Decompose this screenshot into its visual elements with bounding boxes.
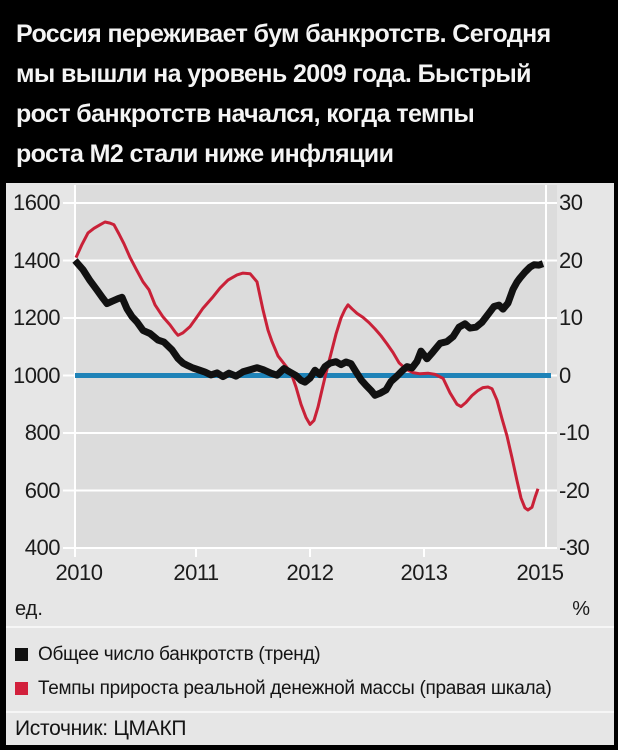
y-right-tick-label: 20 [559,247,583,273]
y-right-tick-label: 10 [559,305,583,330]
y-left-tick-label: 1200 [13,305,60,330]
bankruptcies-trend-line [72,258,545,399]
plot-area [75,185,557,548]
x-tick-label: 2010 [55,560,103,585]
y-left-tick-label: 800 [24,420,61,445]
legend-top-divider [6,626,614,628]
y-left-tick-label: 400 [24,535,61,560]
source-label: Источник: ЦМАКП [15,717,187,740]
chart-title-line: мы вышли на уровень 2009 года. Быстрый [16,60,531,88]
y-right-tick-label: 0 [559,362,571,388]
y-right-tick-label: -20 [559,477,590,503]
black-square-legend-marker [15,648,28,661]
legend-item-label: Темпы прироста реальной денежной массы (… [38,678,552,699]
y-right-tick-label: -30 [559,535,590,560]
source-divider [6,711,614,713]
x-tick-label: 2012 [286,560,334,585]
legend-item-label: Общее число банкротств (тренд) [38,644,321,665]
y-right-tick-label: -10 [559,420,590,445]
red-square-legend-marker [15,682,28,695]
chart-title-line: роста М2 стали ниже инфляции [16,140,394,168]
y-left-tick-label: 1600 [13,190,60,215]
y-left-tick-label: 600 [24,477,61,503]
y-right-unit-label: % [572,598,590,620]
chart-title-line: Россия переживает бум банкротств. Сегодн… [16,20,551,48]
legend-item: Темпы прироста реальной денежной массы (… [15,676,611,702]
x-tick-label: 2011 [173,560,219,585]
y-left-unit-label: ед. [15,598,43,620]
chart-title-line: рост банкротств начался, когда темпы [16,100,475,128]
title-band: Россия переживает бум банкротств. Сегодн… [0,0,618,183]
x-tick-label: 2015 [516,560,564,585]
money-supply-growth-line [74,220,540,512]
x-tick-label: 2013 [400,560,448,585]
y-right-tick-label: 30 [559,190,583,215]
y-left-tick-label: 1400 [13,247,60,273]
legend-item: Общее число банкротств (тренд) [15,642,611,668]
y-left-tick-label: 1000 [13,362,60,388]
